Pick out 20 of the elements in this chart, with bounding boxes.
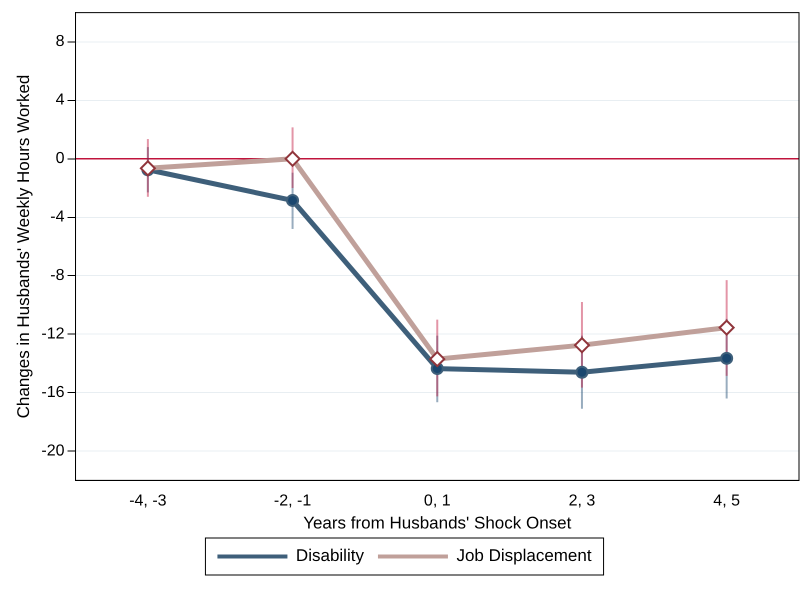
y-tick-label: 0 — [56, 150, 65, 168]
y-tick-label: -16 — [41, 384, 65, 402]
x-tick-label: -4, -3 — [129, 492, 167, 510]
x-tick-label: 4, 5 — [713, 492, 740, 510]
x-tick-label: -2, -1 — [274, 492, 312, 510]
x-axis-title: Years from Husbands' Shock Onset — [303, 513, 572, 532]
x-tick-label: 2, 3 — [568, 492, 596, 510]
y-axis-title: Changes in Husbands' Weekly Hours Worked — [14, 74, 33, 418]
y-tick-label: -4 — [50, 208, 65, 226]
y-tick-label: 8 — [56, 33, 65, 50]
x-tick-label: 0, 1 — [424, 492, 451, 510]
y-tick-label: -20 — [41, 442, 65, 460]
point — [286, 194, 300, 207]
legend-label: Disability — [296, 546, 364, 566]
y-tick-label: -8 — [50, 267, 65, 284]
y-tick-label: -12 — [41, 326, 65, 343]
point — [575, 366, 588, 379]
point — [720, 352, 734, 365]
y-tick-label: 4 — [56, 92, 65, 109]
legend-label: Job Displacement — [456, 546, 592, 566]
